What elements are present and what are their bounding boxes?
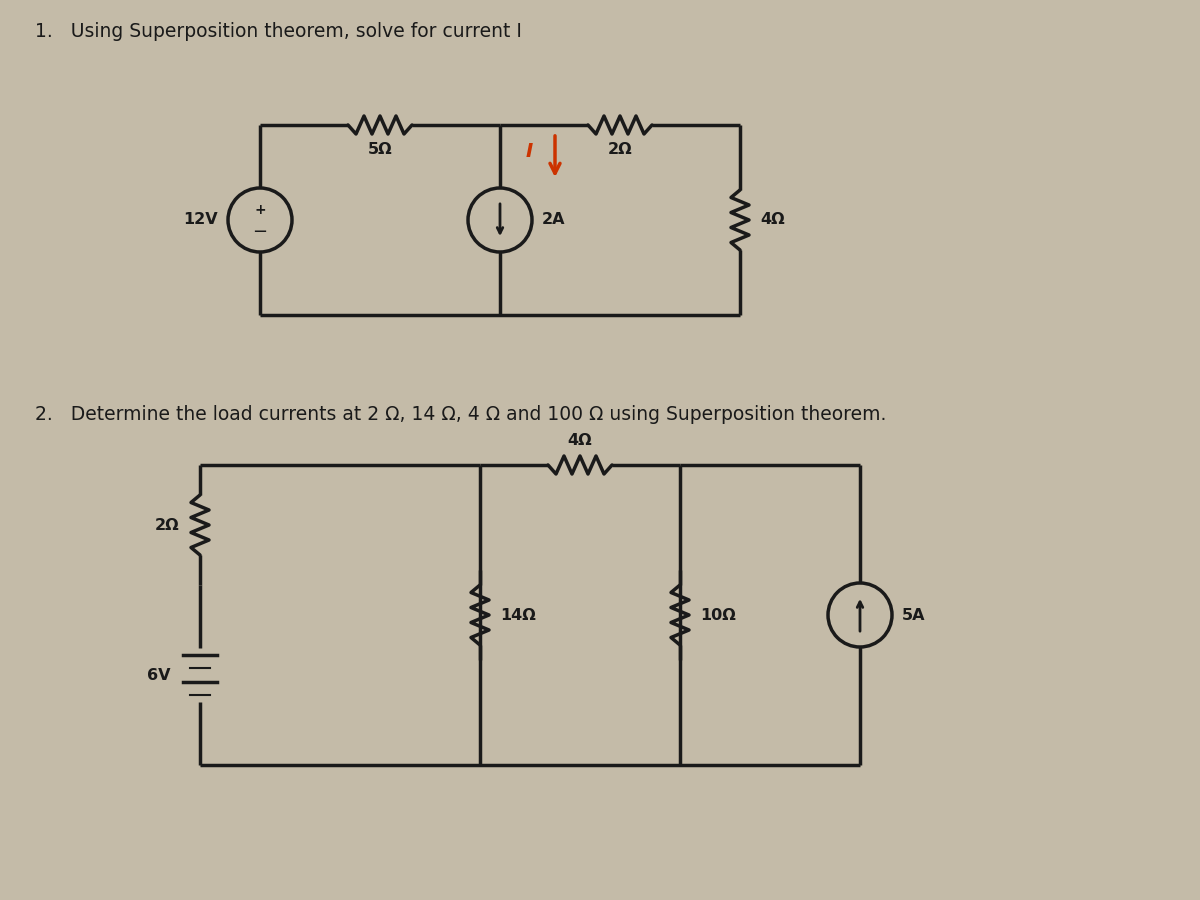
Text: 14Ω: 14Ω (500, 608, 536, 623)
Text: 5Ω: 5Ω (367, 142, 392, 157)
Text: 4Ω: 4Ω (568, 433, 593, 448)
Text: 4Ω: 4Ω (760, 212, 785, 228)
Text: 1.   Using Superposition theorem, solve for current I: 1. Using Superposition theorem, solve fo… (35, 22, 522, 41)
Text: I: I (526, 142, 533, 161)
Text: 2A: 2A (542, 212, 565, 228)
Text: −: − (252, 223, 268, 241)
Text: 2Ω: 2Ω (607, 142, 632, 157)
Text: 6V: 6V (146, 668, 170, 682)
Text: 5A: 5A (902, 608, 925, 623)
Text: 2.   Determine the load currents at 2 Ω, 14 Ω, 4 Ω and 100 Ω using Superposition: 2. Determine the load currents at 2 Ω, 1… (35, 405, 887, 424)
Text: 12V: 12V (184, 212, 218, 228)
Text: 2Ω: 2Ω (155, 518, 180, 533)
Text: 10Ω: 10Ω (700, 608, 736, 623)
Text: +: + (254, 203, 266, 217)
